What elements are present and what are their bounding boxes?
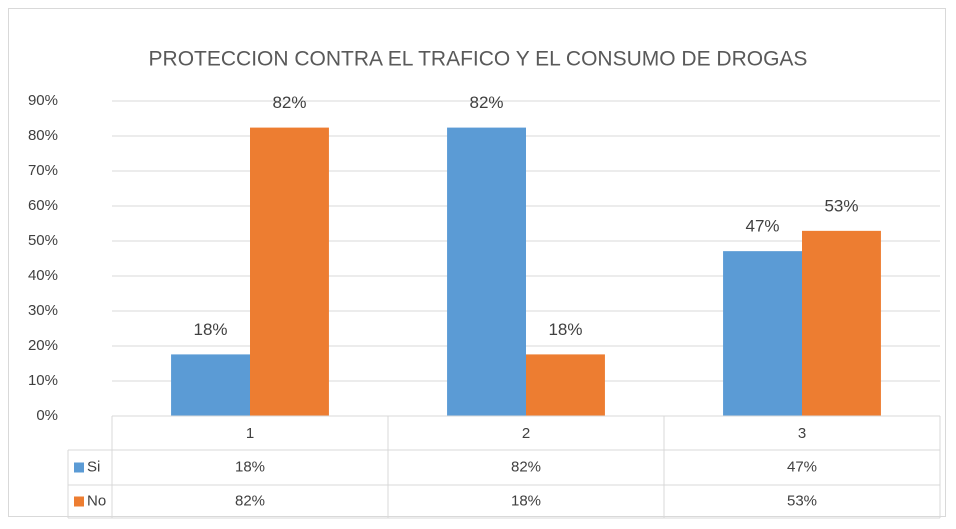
- y-tick-label: 50%: [28, 232, 58, 249]
- y-tick-label: 80%: [28, 127, 58, 144]
- y-tick-label: 10%: [28, 372, 58, 389]
- bar: [250, 127, 329, 416]
- legend-label: No: [87, 492, 106, 509]
- table-cell: 18%: [235, 458, 265, 475]
- x-tick-label: 2: [522, 425, 530, 442]
- y-tick-label: 20%: [28, 337, 58, 354]
- table-cell: 53%: [787, 492, 817, 509]
- data-label: 82%: [272, 93, 306, 112]
- y-tick-label: 40%: [28, 267, 58, 284]
- table-cell: 82%: [511, 458, 541, 475]
- y-tick-label: 60%: [28, 197, 58, 214]
- bar: [171, 354, 250, 416]
- bar: [802, 230, 881, 416]
- table-cell: 82%: [235, 492, 265, 509]
- y-tick-label: 70%: [28, 162, 58, 179]
- x-tick-label: 1: [246, 425, 254, 442]
- legend-key: [74, 496, 84, 507]
- table-cell: 47%: [787, 458, 817, 475]
- y-tick-label: 0%: [36, 407, 58, 424]
- legend-label: Si: [87, 458, 100, 475]
- data-label: 47%: [746, 217, 780, 236]
- bar: [526, 354, 605, 416]
- data-label: 53%: [824, 196, 858, 215]
- data-label: 18%: [548, 320, 582, 339]
- x-tick-label: 3: [798, 425, 806, 442]
- bar: [723, 251, 802, 416]
- legend-key: [74, 462, 84, 473]
- bar: [447, 127, 526, 416]
- chart-title: PROTECCION CONTRA EL TRAFICO Y EL CONSUM…: [149, 48, 808, 71]
- data-label: 82%: [470, 93, 504, 112]
- table-cell: 18%: [511, 492, 541, 509]
- y-tick-label: 30%: [28, 302, 58, 319]
- y-tick-label: 90%: [28, 92, 58, 109]
- data-label: 18%: [194, 320, 228, 339]
